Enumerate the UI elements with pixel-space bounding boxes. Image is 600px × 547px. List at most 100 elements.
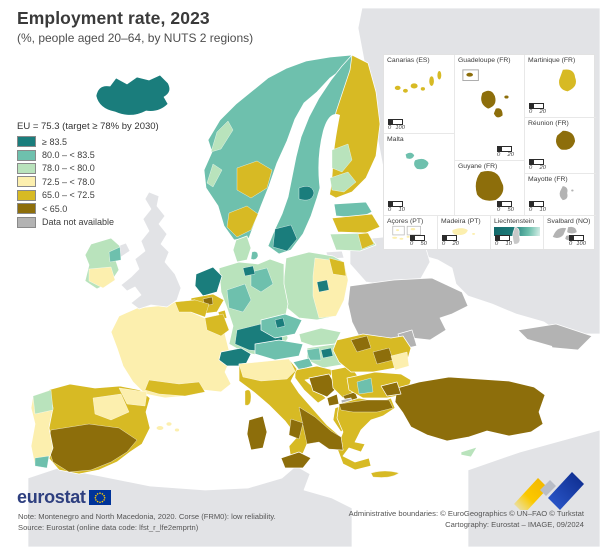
region-denmark-islands: [250, 251, 259, 260]
region-austria: [254, 339, 304, 361]
scale-ruler-icon: [388, 200, 403, 207]
region-poland-northeast: [328, 257, 347, 277]
region-italy-south: [298, 406, 344, 451]
scale-bar: 0 20: [529, 102, 551, 115]
region-ukraine: [347, 277, 469, 353]
map-legend: EU = 75.3 (target ≥ 78% by 2030) ≥ 83.5 …: [17, 121, 159, 229]
inset-malta: Malta 0 10: [384, 133, 454, 215]
region-portugal-north: [32, 389, 54, 415]
scale-ruler-icon: [529, 102, 544, 109]
legend-label: ≥ 83.5: [42, 136, 67, 147]
region-latvia: [331, 213, 381, 234]
region-france-south: [144, 379, 206, 397]
scale-bar: 0 10: [529, 200, 551, 213]
legend-swatch: [17, 162, 36, 174]
region-slovenia: [292, 357, 314, 371]
legend-label: < 65.0: [42, 203, 68, 214]
acores-islands-shape: [392, 225, 421, 240]
scale-bar: 0 10: [388, 200, 410, 213]
region-denmark: [232, 235, 252, 263]
scale-bar: 0 10: [495, 234, 517, 247]
scale-ruler-icon: [497, 145, 512, 152]
gulf-of-bothnia: [318, 114, 340, 202]
canarias-islands-shape: [394, 71, 442, 93]
legend-swatch: [17, 136, 36, 148]
region-finland-south: [329, 171, 357, 193]
eurostat-wordmark: eurostat: [17, 487, 86, 507]
scale-ruler-icon: [569, 234, 584, 241]
region-finland-west: [331, 143, 353, 173]
region-turkey: [394, 376, 546, 442]
inset-guyane: Guyane (FR) 0 50: [454, 160, 524, 215]
cartography-line: Cartography: Eurostat – IMAGE, 09/2024: [445, 520, 584, 530]
region-spain-south: [46, 423, 138, 473]
mayotte-island-shape: [559, 186, 574, 201]
legend-item: < 65.0: [17, 202, 159, 215]
title-block: Employment rate, 2023 (%, people aged 20…: [17, 8, 253, 45]
outermost-regions-panel: Canarias (ES) 0 100 Guadeloupe (FR) 0 20 M…: [383, 54, 596, 250]
region-germany-center: [250, 267, 274, 293]
black-sea: [402, 334, 558, 390]
inset-guadeloupe: Guadeloupe (FR) 0 20: [454, 55, 524, 160]
region-greece: [336, 397, 396, 471]
region-norway: [203, 54, 358, 241]
region-spain-north: [92, 393, 130, 421]
region-iceland: [95, 74, 171, 116]
legend-eu-value: EU = 75.3 (target ≥ 78% by 2030): [17, 121, 159, 132]
region-romania-northwest: [350, 335, 372, 353]
region-norway-interior: [236, 160, 273, 199]
scale-bar: 0 100: [569, 234, 591, 247]
legend-label: 72.5 – < 78.0: [42, 176, 95, 187]
region-germany-west: [226, 283, 252, 313]
scale-ruler-icon: [388, 118, 403, 125]
region-norway-south: [226, 205, 259, 238]
scale-ruler-icon: [529, 158, 544, 165]
inset-label: Guyane (FR): [458, 163, 498, 170]
region-france-northeast: [204, 313, 230, 337]
inset-label: Canarias (ES): [387, 57, 430, 64]
region-italy-north: [238, 358, 296, 382]
page-subtitle: (%, people aged 20–64, by NUTS 2 regions…: [17, 31, 254, 45]
inset-canarias: Canarias (ES) 0 100: [384, 55, 454, 133]
region-greece-north: [338, 399, 394, 413]
scale-bar: 0 20: [442, 234, 464, 247]
legend-swatch: [17, 189, 36, 201]
eurostat-logo: eurostat: [17, 487, 111, 508]
eu-flag-icon: [88, 490, 111, 505]
region-netherlands: [194, 266, 223, 297]
inset-mayotte: Mayotte (FR) 0 10: [524, 173, 596, 215]
inset-label: Svalbard (NO): [547, 218, 591, 225]
region-united-kingdom: [120, 191, 182, 310]
inset-acores: Açores (PT) 0 50: [384, 215, 437, 249]
region-campania: [288, 418, 304, 440]
legend-label: 65.0 – < 72.5: [42, 190, 95, 201]
reunion-island-shape: [555, 130, 575, 150]
legend-swatch: [17, 216, 36, 228]
legend-swatch: [17, 176, 36, 188]
malta-islands-shape: [405, 152, 429, 170]
scale-ruler-icon: [529, 200, 544, 207]
region-hamburg: [242, 265, 256, 277]
scale-bar: 0 20: [529, 158, 551, 171]
region-sardinia: [246, 415, 268, 451]
region-norway-coast: [206, 163, 223, 188]
inset-liechtenstein: Liechtenstein 0 10: [490, 215, 543, 249]
region-crete: [370, 470, 400, 478]
region-spain-northeast: [118, 387, 148, 407]
region-ireland-east: [108, 246, 122, 263]
liechtenstein-shape: [512, 226, 521, 245]
scale-bar: 0 100: [388, 118, 410, 131]
region-sicily: [280, 451, 312, 469]
martinique-island-shape: [558, 69, 576, 92]
region-prague: [274, 317, 286, 329]
inset-svalbard: Svalbard (NO) 0 100: [543, 215, 596, 249]
inset-label: Mayotte (FR): [528, 176, 568, 183]
region-hungary-west: [306, 347, 322, 361]
guadeloupe-islands-shape: [461, 69, 509, 118]
legend-item: 72.5 – < 78.0: [17, 175, 159, 188]
scale-bar: 0 50: [410, 234, 432, 247]
inset-label: Réunion (FR): [528, 120, 569, 127]
region-ireland-south: [88, 266, 116, 289]
legend-swatch: [17, 203, 36, 215]
